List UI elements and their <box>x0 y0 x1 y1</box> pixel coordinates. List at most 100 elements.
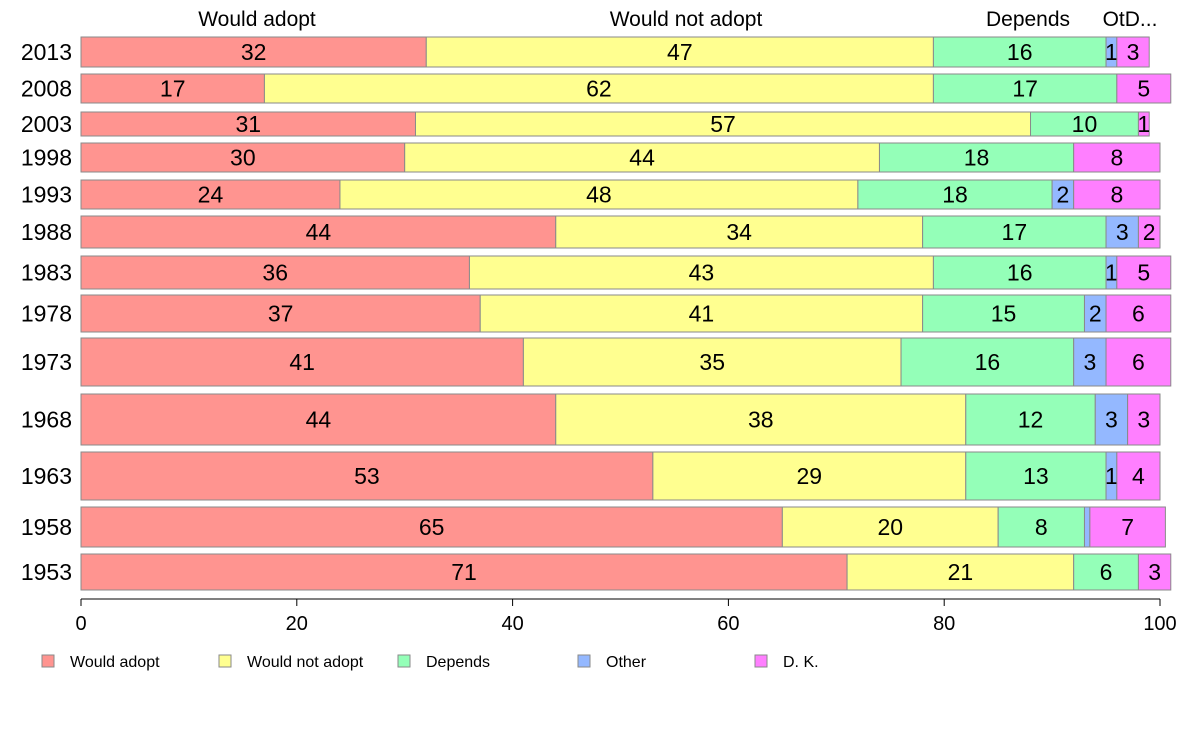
data-label: 5 <box>1137 76 1150 102</box>
bar-segment <box>878 142 1075 173</box>
bar-segment <box>1073 337 1107 387</box>
bar-segment <box>80 337 524 387</box>
y-tick-label: 1973 <box>21 349 72 375</box>
data-label: 2 <box>1143 219 1156 245</box>
x-axis: 0 20 40 60 80 100 <box>75 598 1177 635</box>
data-label: 15 <box>991 301 1017 327</box>
data-label: 30 <box>230 145 256 171</box>
bar-segment <box>932 36 1107 68</box>
data-label: 6 <box>1132 301 1145 327</box>
column-header: Depends <box>986 8 1070 31</box>
y-tick-label: 1993 <box>21 182 72 208</box>
data-label: 16 <box>1007 39 1033 65</box>
legend-swatch <box>577 654 591 668</box>
data-label: 18 <box>942 182 968 208</box>
data-label: 36 <box>262 260 288 286</box>
bar-segment <box>922 215 1107 249</box>
data-label: 13 <box>1023 463 1049 489</box>
data-label: 35 <box>699 349 725 375</box>
bar-segment <box>900 337 1075 387</box>
bar-segment <box>932 73 1118 104</box>
data-label: 43 <box>689 260 715 286</box>
bar-segment <box>80 215 557 249</box>
x-tick-label: 40 <box>501 613 523 635</box>
data-label: 8 <box>1035 514 1048 540</box>
column-header: Would not adopt <box>610 8 763 31</box>
data-label: 29 <box>797 463 823 489</box>
data-label: 3 <box>1148 559 1161 585</box>
bar-segment <box>522 337 902 387</box>
bar-segment <box>339 179 859 210</box>
legend-swatch <box>41 654 55 668</box>
y-tick-label: 1988 <box>21 219 72 245</box>
bar-segment <box>1073 142 1161 173</box>
data-label: 47 <box>667 39 693 65</box>
bar-segment <box>80 142 406 173</box>
data-label: 8 <box>1110 182 1123 208</box>
data-label: 53 <box>354 463 380 489</box>
legend-label: Would not adopt <box>247 654 364 671</box>
bar-segment <box>80 179 341 210</box>
data-label: 20 <box>877 514 903 540</box>
y-tick-label: 2013 <box>21 39 72 65</box>
legend-label: Depends <box>426 654 490 671</box>
bar-segment <box>1137 553 1172 591</box>
bar-segment <box>1083 506 1091 548</box>
bar-segment <box>932 255 1107 290</box>
y-tick-label: 1958 <box>21 514 72 540</box>
bar-segment <box>1137 215 1161 249</box>
bar-segment <box>80 451 654 501</box>
data-label: 16 <box>975 349 1001 375</box>
data-label: 1 <box>1105 260 1118 286</box>
data-label: 44 <box>306 219 332 245</box>
data-label: 21 <box>948 559 974 585</box>
bar-segment <box>555 215 924 249</box>
data-label: 12 <box>1018 407 1044 433</box>
bar-segment <box>414 111 1032 137</box>
data-label: 44 <box>306 407 332 433</box>
legend-label: D. K. <box>783 654 819 671</box>
data-label: 3 <box>1116 219 1129 245</box>
data-label: 6 <box>1132 349 1145 375</box>
bar-segment <box>1073 553 1139 591</box>
legend-label: Other <box>606 654 647 671</box>
data-label: 17 <box>1012 76 1038 102</box>
data-label: 24 <box>198 182 224 208</box>
bar-segment <box>263 73 934 104</box>
bar-segment <box>468 255 934 290</box>
data-label: 41 <box>689 301 715 327</box>
bar-segment <box>479 294 924 333</box>
x-tick-label: 0 <box>75 613 86 635</box>
bar-segment <box>404 142 880 173</box>
y-tick-label: 1953 <box>21 559 72 585</box>
bar-segment <box>80 36 427 68</box>
x-tick-label: 60 <box>717 613 739 635</box>
y-tick-label: 1963 <box>21 463 72 489</box>
legend-swatch <box>397 654 411 668</box>
data-label: 1 <box>1105 39 1118 65</box>
x-tick-label: 100 <box>1143 613 1176 635</box>
bar-segment <box>1116 451 1161 501</box>
bar-segment <box>997 506 1085 548</box>
data-label: 6 <box>1100 559 1113 585</box>
bar-segment <box>1105 337 1172 387</box>
bar-segment <box>1137 111 1150 137</box>
data-label: 3 <box>1105 407 1118 433</box>
y-tick-label: 1978 <box>21 301 72 327</box>
bar-segment <box>1073 179 1161 210</box>
data-label: 41 <box>289 349 315 375</box>
bar-segment <box>80 255 470 290</box>
data-label: 5 <box>1137 260 1150 286</box>
y-tick-label: 1998 <box>21 145 72 171</box>
bar-segment <box>857 179 1053 210</box>
bar-segment <box>846 553 1075 591</box>
bar-segment <box>1030 111 1139 137</box>
data-label: 16 <box>1007 260 1033 286</box>
bar-segment <box>1116 36 1150 68</box>
data-label: 2 <box>1089 301 1102 327</box>
bar-segment <box>1105 215 1139 249</box>
data-label: 48 <box>586 182 612 208</box>
bar-segment <box>781 506 999 548</box>
